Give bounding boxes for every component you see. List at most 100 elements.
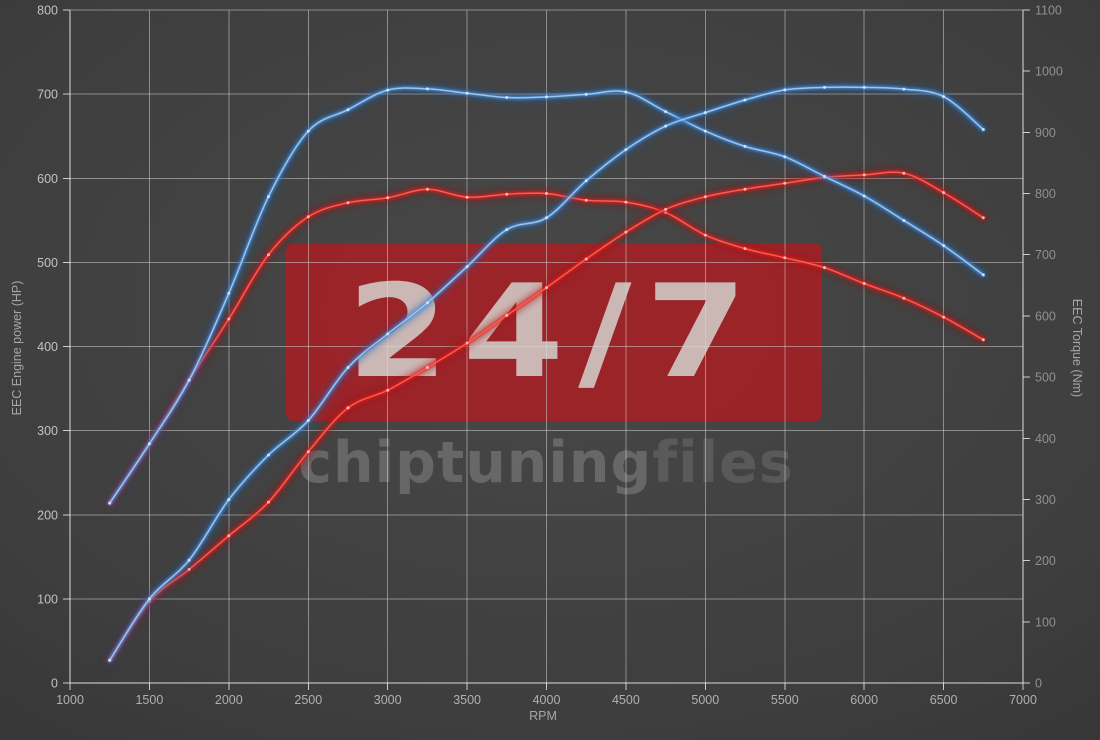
right-tick-label: 1000	[1035, 65, 1063, 79]
curve-original-torque-point	[981, 338, 985, 342]
axis-tick-labels: 1000 1500 2000 2500 3000 3500 4000 4500 5000 5500…	[37, 4, 1063, 708]
watermark-brand-files: files	[652, 430, 794, 496]
curve-original-power-point	[425, 366, 429, 369]
curve-tuned-torque-point	[664, 110, 668, 114]
curve-original-power-point	[267, 500, 270, 504]
curve-original-power-point	[862, 173, 866, 177]
left-tick-label: 500	[37, 256, 58, 270]
curve-original-torque-point	[505, 192, 509, 196]
curve-tuned-torque-point	[187, 378, 191, 382]
curve-original-power-point	[981, 216, 985, 220]
curve-original-power-point	[783, 181, 787, 185]
curve-tuned-power-point	[823, 85, 826, 89]
curve-original-torque-point	[823, 266, 826, 270]
curve-original-torque-point	[783, 256, 787, 260]
x-tick-label: 5000	[691, 693, 719, 707]
curve-original-power-point	[902, 171, 906, 175]
left-tick-label: 700	[37, 88, 58, 102]
right-tick-label: 500	[1035, 371, 1056, 385]
curve-tuned-power-point	[584, 179, 588, 183]
curve-tuned-torque-point	[108, 501, 112, 505]
right-tick-label: 600	[1035, 309, 1056, 323]
curve-original-power-point	[386, 388, 390, 392]
curve-original-torque-point	[942, 315, 946, 319]
watermark-brand-chiptuning: chiptuning	[298, 430, 653, 496]
right-tick-label: 300	[1035, 493, 1056, 507]
x-tick-label: 2000	[215, 693, 243, 707]
x-tick-label: 4500	[612, 693, 640, 707]
curve-original-torque-point	[862, 282, 866, 285]
right-tick-label: 1100	[1035, 4, 1062, 18]
curve-tuned-torque-point	[942, 244, 946, 248]
curve-tuned-torque-point	[862, 194, 866, 198]
curve-tuned-torque-point	[981, 273, 985, 277]
curve-original-torque-point	[902, 296, 906, 300]
curve-tuned-power-point	[664, 124, 668, 128]
curve-tuned-power-point	[108, 658, 112, 662]
curve-tuned-power-point	[425, 301, 429, 305]
left-tick-label: 800	[37, 4, 58, 18]
curve-tuned-torque-point	[545, 95, 548, 99]
x-tick-label: 2500	[294, 693, 322, 707]
curve-tuned-torque-point	[425, 87, 429, 91]
right-tick-label: 700	[1035, 248, 1056, 262]
curve-tuned-torque-point	[306, 129, 310, 133]
curve-original-power-point	[227, 534, 231, 538]
curve-tuned-torque-point	[902, 219, 906, 222]
curve-original-power-point	[743, 187, 747, 191]
x-tick-label: 3500	[453, 693, 481, 707]
curve-original-torque-point	[346, 201, 350, 205]
curve-original-power-point	[703, 195, 707, 199]
curve-tuned-power-core	[108, 86, 985, 662]
curve-tuned-power-point	[902, 87, 906, 91]
curve-original-torque-point	[743, 247, 747, 251]
left-tick-label: 100	[37, 592, 58, 606]
curve-tuned-torque-point	[743, 144, 747, 148]
curves	[105, 82, 988, 665]
curve-tuned-torque-point	[823, 174, 826, 178]
curve-tuned-power-point	[386, 332, 390, 336]
x-tick-label: 6500	[930, 693, 958, 707]
curve-original-torque-point	[425, 187, 429, 191]
right-tick-label: 400	[1035, 432, 1056, 446]
curve-tuned-torque-point	[703, 129, 707, 133]
left-tick-label: 600	[37, 172, 58, 186]
curve-tuned-power-point	[267, 453, 270, 457]
curve-tuned-torque-point	[624, 90, 628, 94]
curve-original-power-point	[545, 286, 548, 290]
curve-tuned-torque-point	[227, 291, 231, 295]
x-axis-title: RPM	[529, 709, 557, 723]
curve-original-torque-point	[386, 196, 390, 200]
curve-original-torque-point	[703, 233, 707, 237]
right-tick-label: 200	[1035, 554, 1056, 568]
left-tick-label: 200	[37, 508, 58, 522]
curve-original-torque-point	[465, 195, 469, 199]
curve-tuned-power-point	[862, 85, 866, 89]
left-tick-label: 400	[37, 340, 58, 354]
curve-tuned-power-point	[703, 111, 707, 115]
right-tick-label: 800	[1035, 187, 1056, 201]
curve-original-power-point	[505, 313, 509, 317]
curve-tuned-power-point	[227, 498, 231, 502]
curve-tuned-power-point	[981, 128, 985, 131]
left-axis-title: EEC Engine power (HP)	[10, 280, 24, 416]
curve-tuned-torque-point	[386, 88, 390, 92]
x-tick-label: 1000	[56, 693, 84, 707]
curve-tuned-torque-point	[147, 442, 151, 446]
curve-tuned-torque-core	[108, 87, 985, 504]
left-tick-label: 0	[51, 677, 58, 691]
x-tick-label: 1500	[135, 693, 163, 707]
curve-original-torque-point	[227, 317, 231, 321]
right-tick-label: 100	[1035, 615, 1056, 629]
curve-tuned-power-point	[147, 597, 151, 601]
curve-tuned-power-point	[346, 366, 350, 369]
curve-tuned-power-point	[465, 265, 469, 269]
curve-tuned-torque-point	[584, 92, 588, 96]
curve-original-power-point	[664, 207, 668, 211]
curve-tuned-power-point	[306, 419, 310, 422]
curve-tuned-torque-point	[783, 155, 787, 159]
curve-original-torque-point	[545, 192, 548, 195]
x-tick-label: 6000	[850, 693, 878, 707]
curve-tuned-power-point	[783, 88, 787, 92]
